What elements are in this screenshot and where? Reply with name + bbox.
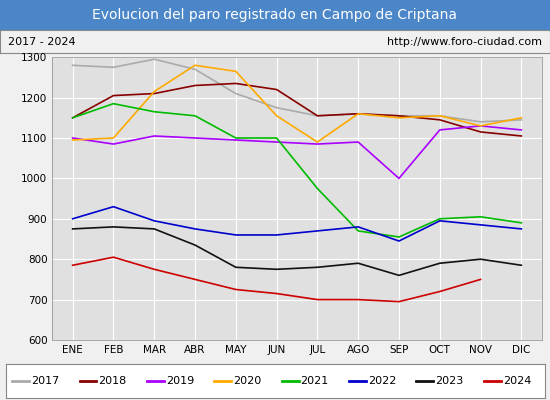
Text: 2020: 2020	[233, 376, 261, 386]
Text: Evolucion del paro registrado en Campo de Criptana: Evolucion del paro registrado en Campo d…	[92, 8, 458, 22]
Text: 2019: 2019	[166, 376, 194, 386]
Text: 2022: 2022	[368, 376, 397, 386]
Text: 2017 - 2024: 2017 - 2024	[8, 37, 76, 47]
Text: 2024: 2024	[503, 376, 531, 386]
Text: http://www.foro-ciudad.com: http://www.foro-ciudad.com	[387, 37, 542, 47]
Text: 2021: 2021	[301, 376, 329, 386]
Text: 2018: 2018	[98, 376, 127, 386]
Text: 2023: 2023	[436, 376, 464, 386]
Text: 2017: 2017	[31, 376, 59, 386]
